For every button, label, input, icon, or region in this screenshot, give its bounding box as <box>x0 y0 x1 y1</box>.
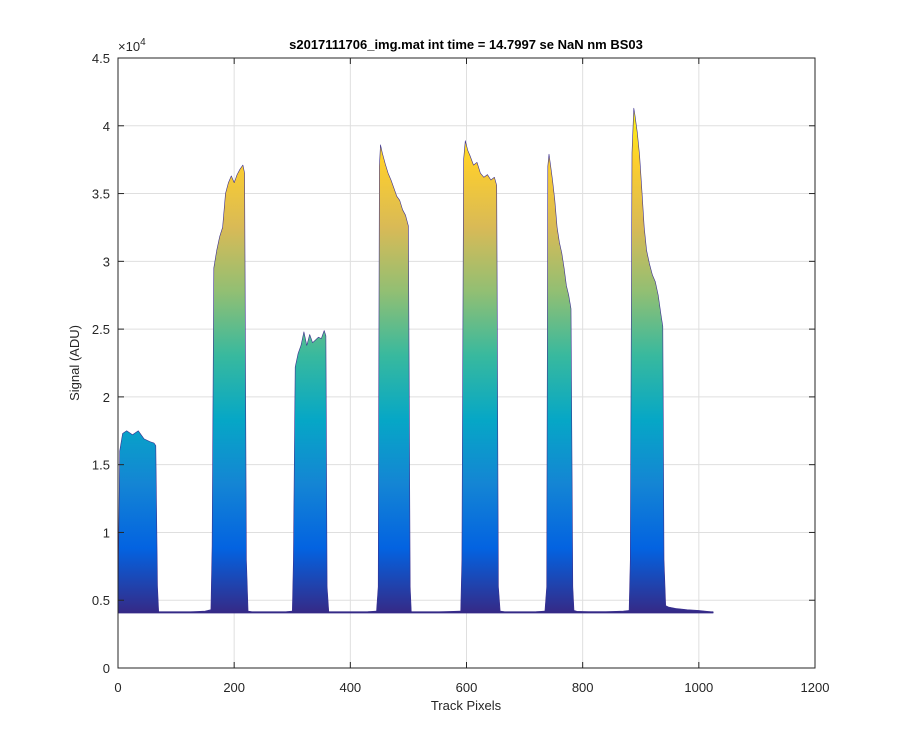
x-tick-label: 600 <box>456 680 478 695</box>
x-tick-label: 400 <box>339 680 361 695</box>
y-tick-label: 4 <box>103 119 110 134</box>
y-tick-label: 0.5 <box>92 593 110 608</box>
y-exponent-label: ×104 <box>118 37 146 54</box>
axis-ticks <box>117 57 816 669</box>
x-tick-label: 0 <box>114 680 121 695</box>
y-tick-label: 3 <box>103 254 110 269</box>
y-tick-label: 1 <box>103 525 110 540</box>
x-tick-label: 800 <box>572 680 594 695</box>
x-tick-label: 200 <box>223 680 245 695</box>
x-axis-label: Track Pixels <box>431 698 502 713</box>
tick-labels: 0 200 400 600 800 1000 1200 0 0.5 1 1.5 2 2.5 3 3.5 4 4.… <box>92 51 830 695</box>
chart-title: s2017111706_img.mat int time = 14.7997 s… <box>289 37 643 52</box>
y-tick-label: 2 <box>103 390 110 405</box>
y-tick-label: 4.5 <box>92 51 110 66</box>
y-exponent-power: 4 <box>140 37 146 48</box>
y-tick-label: 0 <box>103 661 110 676</box>
y-tick-label: 3.5 <box>92 187 110 202</box>
signal-region-1 <box>118 430 212 613</box>
x-tick-label: 1000 <box>684 680 713 695</box>
x-tick-label: 1200 <box>801 680 830 695</box>
y-axis-label: Signal (ADU) <box>67 325 82 401</box>
y-tick-label: 2.5 <box>92 322 110 337</box>
y-tick-label: 1.5 <box>92 458 110 473</box>
signal-region-7 <box>628 107 714 613</box>
signal-area-layer <box>118 107 714 614</box>
